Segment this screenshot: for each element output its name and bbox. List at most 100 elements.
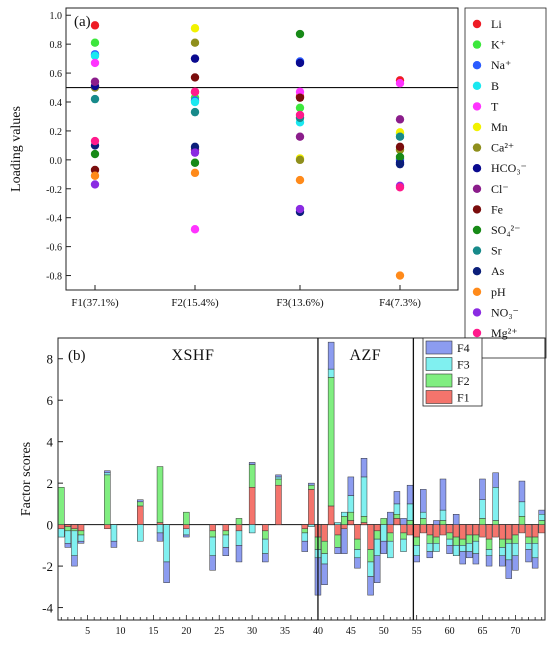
panel-b-bar-segment — [110, 524, 118, 542]
panel-a-legend-entry: Mn — [491, 120, 508, 134]
panel-b-x-tick-label: 45 — [346, 626, 356, 637]
panel-a-legend-entry: Cl⁻ — [491, 182, 509, 196]
panel-b-bar-segment — [58, 524, 65, 530]
panel-b-bar-segment — [485, 538, 493, 550]
panel-b-y-tick-label: -2 — [42, 559, 53, 574]
panel-b-bar-segment — [209, 524, 216, 532]
panel-b-bar-segment — [518, 524, 526, 534]
panel-b-bar-segment — [77, 530, 85, 536]
panel-a-point — [295, 155, 305, 165]
panel-a-point — [295, 132, 305, 141]
panel-b-bar-segment — [472, 540, 480, 554]
panel-b-bar-segment — [137, 499, 144, 503]
panel-b-bar-segment — [373, 530, 381, 540]
panel-b-bar-segment — [518, 516, 526, 525]
panel-b-bar-segment — [341, 524, 348, 530]
panel-a-legend-marker — [472, 246, 482, 255]
panel-a-point — [395, 132, 405, 141]
panel-b-frame — [57, 337, 546, 621]
panel-b-bar-segment — [58, 528, 65, 538]
panel-b-bar-segment — [479, 478, 486, 500]
panel-b-x-tick-label: 60 — [445, 626, 455, 637]
panel-b-x-tick-label: 10 — [116, 626, 126, 637]
panel-b-bar-segment — [235, 545, 243, 563]
panel-a-legend-entry: Ca²⁺ — [491, 141, 514, 155]
panel-b-bar-segment — [354, 524, 361, 540]
panel-a-point — [190, 87, 200, 97]
panel-b-bar-segment — [248, 462, 256, 465]
panel-b-bar-segment — [341, 511, 348, 517]
panel-b-x-tick-label: 35 — [280, 626, 290, 637]
panel-b-bar-segment — [367, 549, 374, 563]
panel-b-bar-segment — [367, 561, 374, 577]
panel-b-bar-segment — [479, 524, 486, 538]
panel-b-bar-segment — [420, 518, 427, 525]
panel-a-point — [295, 29, 305, 39]
panel-a-point — [395, 142, 405, 152]
panel-b-bar-segment — [222, 534, 230, 548]
panel-b-bar-segment — [439, 520, 447, 525]
panel-a-point — [395, 79, 405, 88]
panel-b-bar-segment — [222, 530, 230, 536]
panel-a-legend-marker — [472, 308, 482, 317]
panel-b-bar-segment — [327, 505, 335, 525]
panel-b-legend-entry: F4 — [457, 341, 470, 355]
panel-b-bar-segment — [373, 538, 381, 556]
panel-b-bar-segment — [341, 528, 348, 554]
panel-b-bar-segment — [499, 555, 506, 567]
panel-b-bar-segment — [301, 528, 309, 534]
panel-a-legend-marker — [472, 40, 482, 49]
panel-b-bar-segment — [525, 543, 532, 550]
panel-b-bar-segment — [466, 551, 473, 559]
panel-b-bar-segment — [71, 528, 78, 532]
panel-b-bar-segment — [262, 530, 269, 540]
panel-b-bar-segment — [459, 524, 466, 540]
panel-b-bar-segment — [446, 538, 453, 546]
panel-a-x-tick-label: F2(15.4%) — [171, 297, 219, 309]
panel-b-bar-segment — [426, 524, 434, 536]
panel-b-bar-segment — [360, 516, 368, 523]
panel-b-factor-scores: (b) -4 -2 0 2 4 6 8 Factor scores 5 10 15 20 25 30 35 40… — [19, 337, 546, 637]
panel-a-point — [90, 149, 100, 159]
panel-b-bar-segment — [420, 489, 427, 513]
panel-b-legend-swatch — [425, 357, 453, 371]
panel-b-bar-segment — [262, 538, 269, 554]
panel-b-bar-segment — [446, 532, 453, 540]
panel-b-x-tick-label: 25 — [214, 626, 224, 637]
panel-a-point — [295, 93, 305, 102]
panel-b-bar-segment — [492, 524, 499, 538]
panel-b-bar-segment — [248, 524, 256, 534]
panel-b-bar-segment — [492, 487, 499, 521]
panel-b-bar-segment — [183, 528, 190, 536]
panel-b-label: (b) — [68, 348, 86, 364]
panel-b-bar-segment — [413, 536, 420, 546]
panel-b-bar-segment — [426, 534, 434, 544]
panel-b-bar-segment — [354, 549, 361, 559]
panel-b-bar-segment — [308, 484, 315, 490]
panel-b-bar-segment — [321, 563, 328, 586]
panel-b-bar-segment — [452, 545, 460, 556]
panel-a-point — [90, 77, 100, 86]
panel-b-bar-segment — [512, 543, 519, 556]
panel-b-bar-segment — [354, 557, 361, 569]
panel-b-bar-segment — [222, 547, 230, 556]
panel-b-bar-segment — [156, 524, 164, 534]
panel-b-bar-segment — [485, 524, 493, 540]
panel-b-bar-segment — [439, 478, 447, 511]
panel-b-bar-segment — [235, 524, 243, 532]
panel-a-point — [395, 115, 405, 124]
panel-a-point — [190, 107, 200, 117]
panel-b-bar-segment — [301, 524, 309, 530]
panel-b-bar-segment — [354, 538, 361, 550]
panel-b-y-tick-label: 4 — [47, 435, 54, 450]
panel-a-point — [90, 171, 100, 180]
panel-b-bar-segment — [58, 487, 65, 525]
panel-a-point — [190, 225, 200, 234]
panel-a-y-tick-label: -0.2 — [46, 185, 62, 196]
panel-a-point — [190, 142, 200, 152]
panel-b-y-axis-label: Factor scores — [19, 442, 34, 516]
panel-a-point — [90, 58, 100, 68]
panel-b-bar-segment — [459, 545, 466, 552]
panel-a-legend-entry: NO₃⁻ — [491, 305, 519, 319]
panel-a-point — [90, 51, 100, 60]
